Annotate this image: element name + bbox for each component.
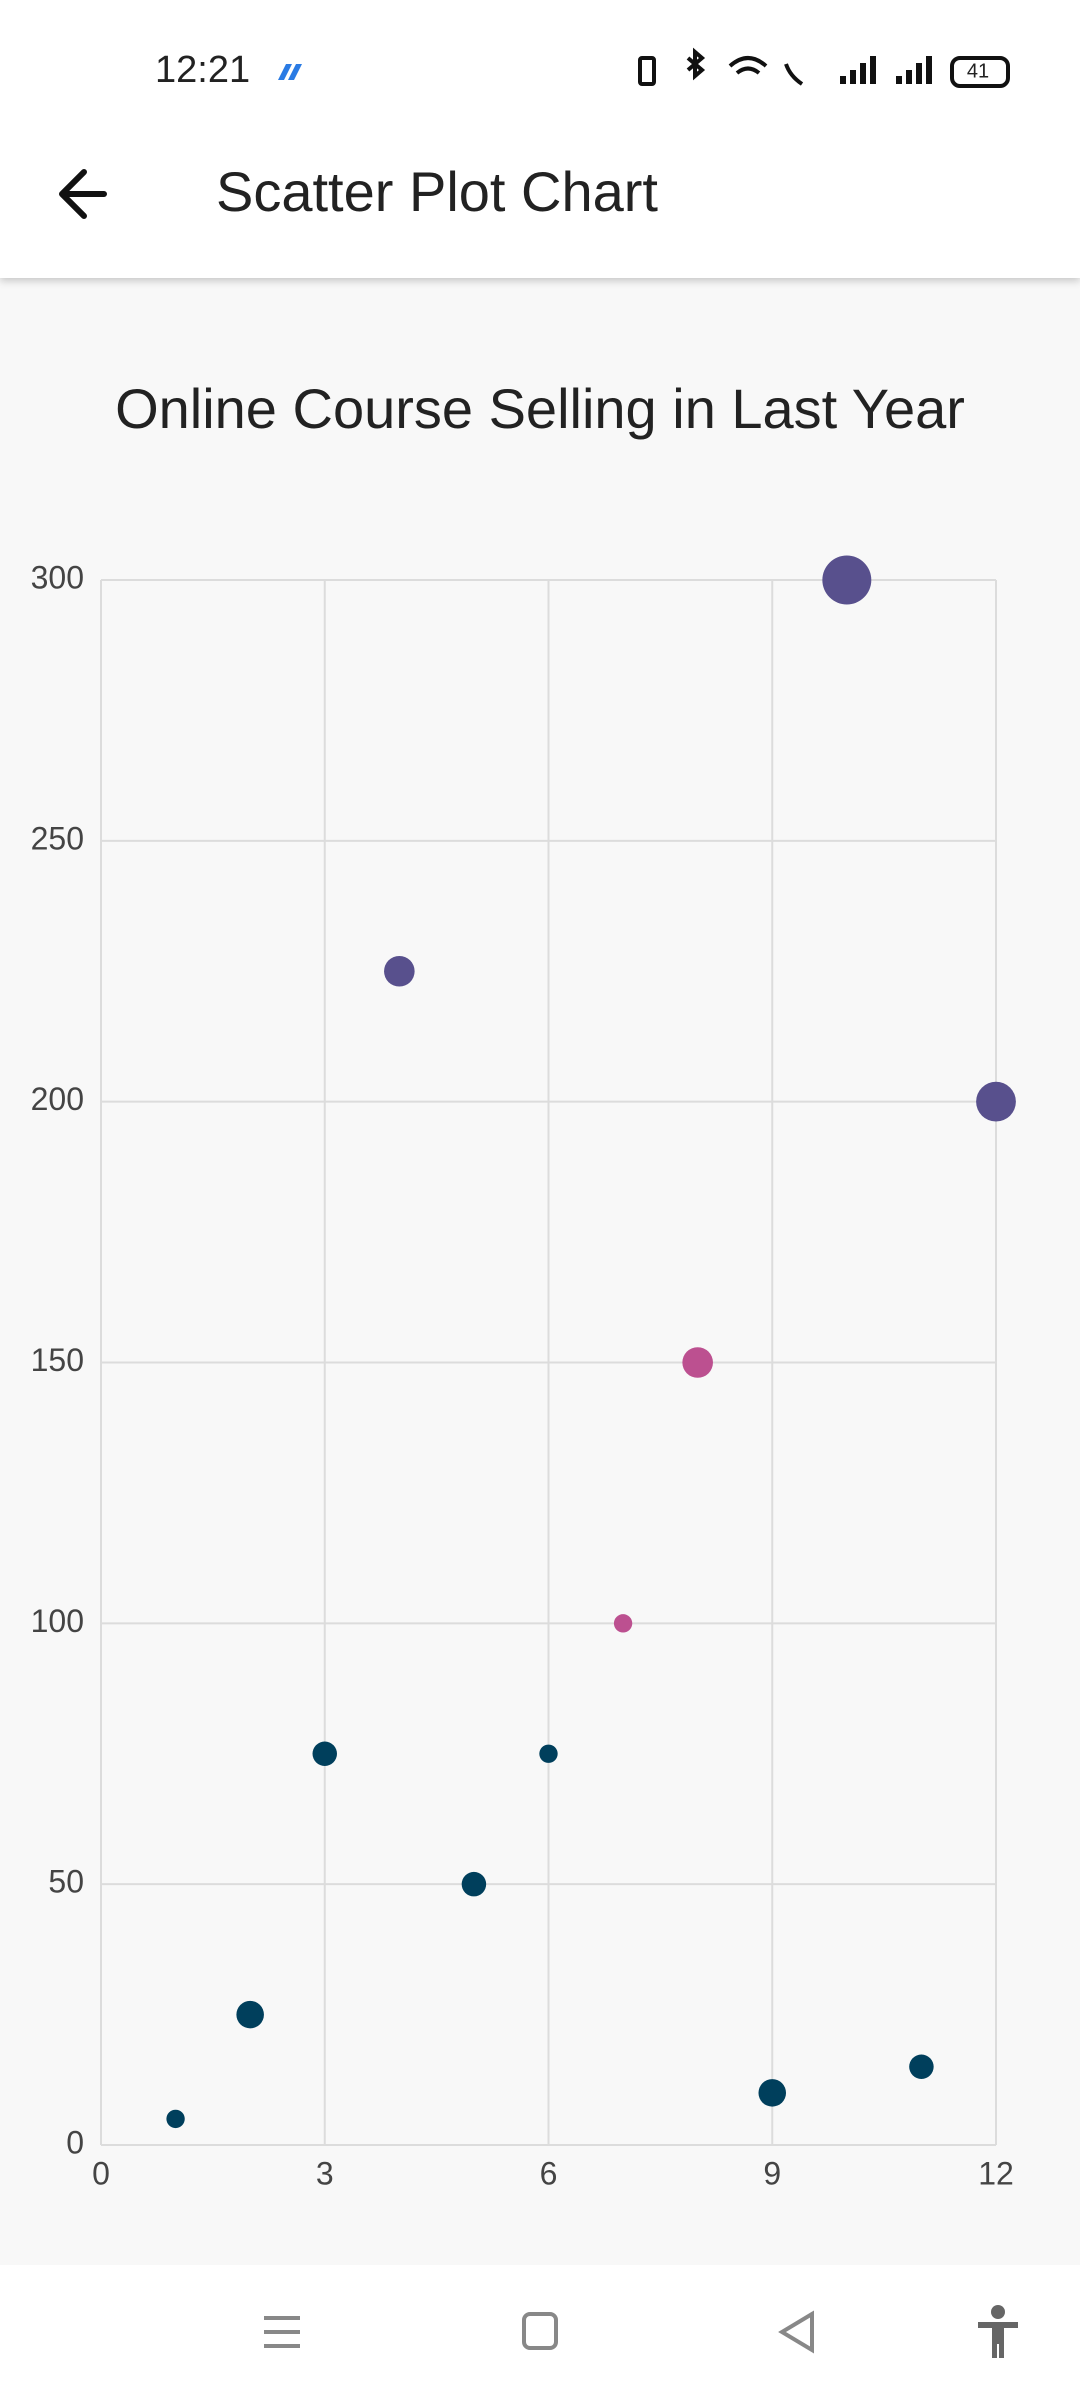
signal-icons — [840, 56, 932, 84]
x-tick-label: 3 — [316, 2155, 334, 2191]
y-tick-label: 300 — [31, 559, 84, 595]
x-tick-label: 9 — [763, 2155, 781, 2191]
status-icons — [638, 47, 1010, 88]
data-point — [539, 1744, 558, 1763]
y-tick-label: 50 — [48, 1864, 84, 1900]
y-tick-label: 200 — [31, 1081, 84, 1117]
data-point — [976, 1081, 1016, 1122]
app-icon — [278, 64, 302, 80]
y-tick-label: 150 — [31, 1342, 84, 1378]
app-bar — [0, 0, 1080, 278]
y-tick-label: 250 — [31, 820, 84, 856]
data-point — [236, 2000, 264, 2029]
data-point — [613, 1614, 633, 1633]
back-nav-button[interactable] — [778, 2310, 814, 2354]
plot: 0 50 100 150 200 250 300 0 3 6 9 12 — [31, 555, 1016, 2191]
y-tick-label: 0 — [66, 2124, 84, 2160]
chart-title: Online Course Selling in Last Year — [115, 377, 965, 440]
data-point — [312, 1741, 337, 1766]
battery-level: 41 — [967, 60, 989, 82]
x-tick-label: 12 — [978, 2155, 1014, 2191]
accessibility-button[interactable] — [978, 2305, 1018, 2358]
home-button[interactable] — [522, 2312, 558, 2350]
app-bar-title: Scatter Plot Chart — [216, 160, 658, 223]
back-button[interactable] — [59, 169, 107, 219]
data-point — [758, 2079, 787, 2107]
data-point — [384, 955, 415, 987]
data-point — [461, 1871, 487, 1897]
menu-button[interactable] — [264, 2316, 300, 2348]
data-point — [682, 1347, 713, 1378]
data-point — [822, 555, 872, 605]
data-point — [909, 2054, 934, 2079]
x-tick-label: 6 — [540, 2155, 558, 2191]
data-point — [166, 2109, 185, 2129]
status-time: 12:21 — [155, 49, 250, 91]
nav-bar — [0, 2265, 1080, 2400]
x-tick-label: 0 — [92, 2155, 110, 2191]
y-tick-label: 100 — [31, 1603, 84, 1639]
nav-icons — [264, 2310, 814, 2354]
